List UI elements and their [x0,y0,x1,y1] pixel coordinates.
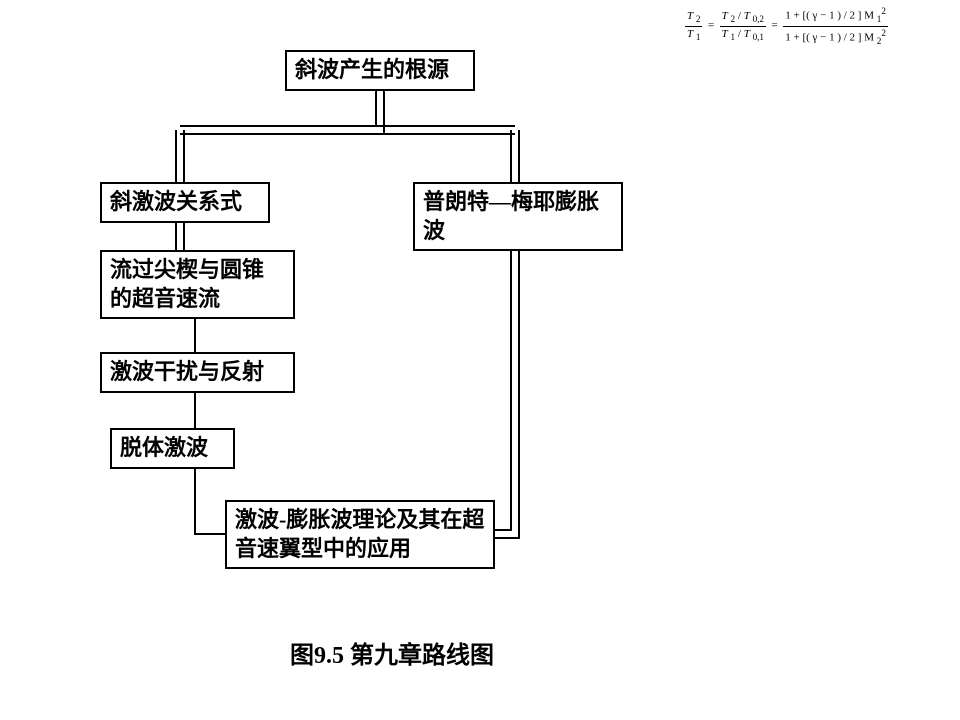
node-label: 激波-膨胀波理论及其在超音速翼型中的应用 [235,507,484,561]
node-label: 普朗特—梅耶膨胀波 [423,189,599,243]
node-right1: 普朗特—梅耶膨胀波 [413,182,623,251]
figure-caption: 图9.5 第九章路线图 [290,635,494,670]
eq-rhs: 1 + [( γ − 1 ) / 2 ] M 12 1 + [( γ − 1 )… [783,5,888,47]
diagram-canvas: 斜波产生的根源 斜激波关系式 流过尖楔与圆锥的超音速流 激波干扰与反射 脱体激波… [0,0,960,720]
eq-lhs: T 2 T 1 [685,9,702,44]
node-left2: 流过尖楔与圆锥的超音速流 [100,250,295,319]
node-left1: 斜激波关系式 [100,182,270,223]
eq-mid: T 2 / T 0,2 T 1 / T 0,1 [720,9,766,44]
node-label: 脱体激波 [120,435,208,460]
node-root: 斜波产生的根源 [285,50,475,91]
node-label: 斜激波关系式 [110,189,242,214]
node-left4: 脱体激波 [110,428,235,469]
equation: T 2 T 1 = T 2 / T 0,2 T 1 / T 0,1 = 1 + … [685,5,888,47]
node-label: 斜波产生的根源 [295,57,449,82]
node-label: 流过尖楔与圆锥的超音速流 [110,257,264,311]
node-left3: 激波干扰与反射 [100,352,295,393]
node-bottom: 激波-膨胀波理论及其在超音速翼型中的应用 [225,500,495,569]
node-label: 激波干扰与反射 [110,359,264,384]
